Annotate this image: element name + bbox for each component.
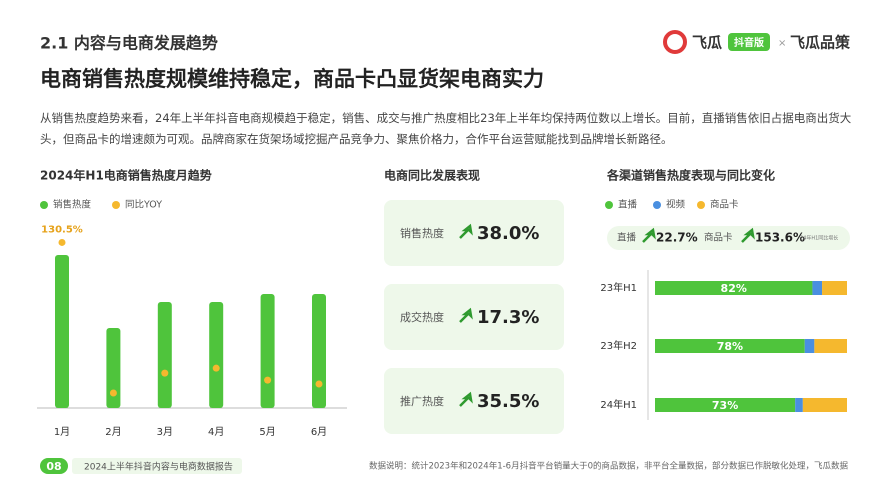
- logo-icon: [663, 30, 687, 54]
- chart-title: 2024年H1电商销售热度月趋势: [40, 168, 212, 183]
- x-tick-label: 5月: [259, 426, 275, 438]
- yoy-dot: [109, 389, 117, 397]
- up-arrow: [741, 227, 755, 243]
- intro: 从销售热度趋势来看，24年上半年抖音电商规模趋于稳定，销售、成交与推广热度相比2…: [40, 111, 852, 146]
- kpi-label: 成交热度: [400, 310, 444, 324]
- legend-label: 同比YOY: [125, 199, 162, 211]
- legend-swatch: [653, 201, 661, 209]
- summary-value: 22.7%: [656, 231, 698, 245]
- kpi-card: [384, 284, 564, 350]
- yoy-dot: [212, 364, 220, 372]
- summary-note: 24年H1同比增长: [800, 235, 838, 242]
- yoy-dot: [161, 369, 169, 377]
- legend-label: 销售热度: [53, 199, 92, 211]
- yoy-dot: [264, 376, 272, 384]
- legend-label: 直播: [618, 199, 638, 211]
- legend-swatch: [605, 201, 613, 209]
- brand2: 飞瓜品策: [790, 34, 851, 52]
- legend-swatch: [697, 201, 705, 209]
- legend-swatch: [40, 201, 48, 209]
- page-title: 电商销售热度规模维持稳定，商品卡凸显货架电商实力: [40, 67, 544, 91]
- x-tick-label: 4月: [208, 426, 224, 438]
- bar: [260, 294, 275, 408]
- report-bg: [72, 458, 242, 474]
- kpi-value: 17.3%: [477, 307, 539, 328]
- bar-segment: [802, 398, 847, 412]
- summary-label: 直播: [617, 232, 637, 244]
- badge-bg: [728, 33, 770, 51]
- bar: [55, 255, 69, 408]
- bar: [312, 294, 326, 408]
- up-arrow: [642, 227, 656, 243]
- kpi-card: [384, 200, 564, 266]
- data-label: 73%: [712, 399, 738, 412]
- data-label: 130.5%: [41, 224, 83, 235]
- y-tick-label: 23年H1: [600, 281, 637, 294]
- legend-label: 商品卡: [710, 199, 739, 211]
- data-label: 82%: [721, 282, 747, 295]
- y-tick-label: 23年H2: [600, 339, 637, 352]
- bar: [209, 302, 224, 408]
- up-arrow: [459, 223, 473, 239]
- legend-swatch: [112, 201, 120, 209]
- bar-segment: [804, 339, 815, 353]
- cross: ×: [778, 38, 786, 49]
- kpi-label: 推广热度: [400, 394, 444, 408]
- bar: [157, 302, 172, 408]
- bar-segment: [822, 281, 847, 295]
- summary-bg: [607, 226, 850, 250]
- x-tick-label: 2月: [105, 426, 121, 438]
- y-tick-label: 24年H1: [600, 398, 637, 411]
- kpi-title: 电商同比发展表现: [384, 168, 480, 183]
- legend-label: 视频: [666, 199, 686, 211]
- bar-segment: [655, 339, 805, 353]
- bar-segment: [795, 398, 803, 412]
- up-arrow: [459, 307, 473, 323]
- kpi-label: 销售热度: [400, 226, 444, 240]
- footnote: 数据说明：统计2023年和2024年1-6月抖音平台销量大于0的商品数据，非平台…: [369, 461, 849, 472]
- x-tick-label: 1月: [54, 426, 70, 438]
- x-tick-label: 3月: [157, 426, 173, 438]
- page-badge: [40, 458, 68, 474]
- chart-title: 各渠道销售热度表现与同比变化: [606, 168, 775, 183]
- up-arrow: [459, 391, 473, 407]
- kpi-value: 38.0%: [477, 223, 539, 244]
- summary-value: 153.6%: [755, 231, 805, 245]
- bar-segment: [655, 281, 813, 295]
- section-title: 2.1 内容与电商发展趋势: [40, 34, 218, 53]
- yoy-dot: [58, 238, 66, 246]
- bar-segment: [655, 398, 796, 412]
- yoy-dot: [315, 380, 323, 388]
- bar-segment: [814, 339, 847, 353]
- badge: 抖音版: [734, 36, 764, 49]
- summary-label: 商品卡: [704, 232, 733, 244]
- page-number: 08: [46, 460, 61, 473]
- data-label: 78%: [717, 340, 743, 353]
- x-tick-label: 6月: [311, 426, 327, 438]
- bar-segment: [812, 281, 823, 295]
- kpi-value: 35.5%: [477, 391, 539, 412]
- kpi-card: [384, 368, 564, 434]
- bar: [106, 328, 121, 408]
- brand: 飞瓜: [692, 34, 722, 52]
- report-name: 2024上半年抖音内容与电商数据报告: [84, 461, 233, 473]
